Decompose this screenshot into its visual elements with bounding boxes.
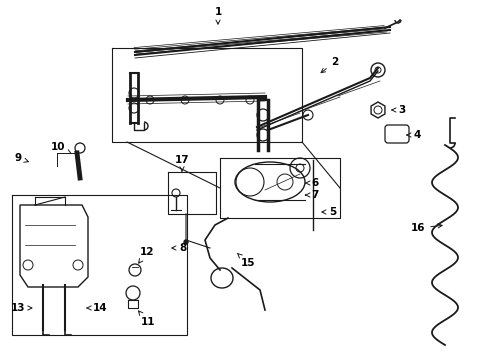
Text: 2: 2 bbox=[321, 57, 338, 73]
Text: 11: 11 bbox=[138, 311, 155, 327]
Text: 6: 6 bbox=[305, 178, 318, 188]
Text: 12: 12 bbox=[139, 247, 154, 263]
Text: 17: 17 bbox=[174, 155, 189, 171]
Text: 8: 8 bbox=[171, 243, 186, 253]
Text: 14: 14 bbox=[87, 303, 107, 313]
Text: 16: 16 bbox=[410, 223, 441, 233]
Text: 3: 3 bbox=[391, 105, 405, 115]
Text: 4: 4 bbox=[406, 130, 420, 140]
Text: 9: 9 bbox=[15, 153, 28, 163]
Text: 10: 10 bbox=[51, 142, 71, 154]
Text: 15: 15 bbox=[237, 253, 255, 268]
Text: 5: 5 bbox=[321, 207, 336, 217]
Text: 1: 1 bbox=[214, 7, 221, 24]
Circle shape bbox=[183, 240, 187, 244]
Text: 7: 7 bbox=[305, 190, 318, 200]
Text: 13: 13 bbox=[11, 303, 32, 313]
